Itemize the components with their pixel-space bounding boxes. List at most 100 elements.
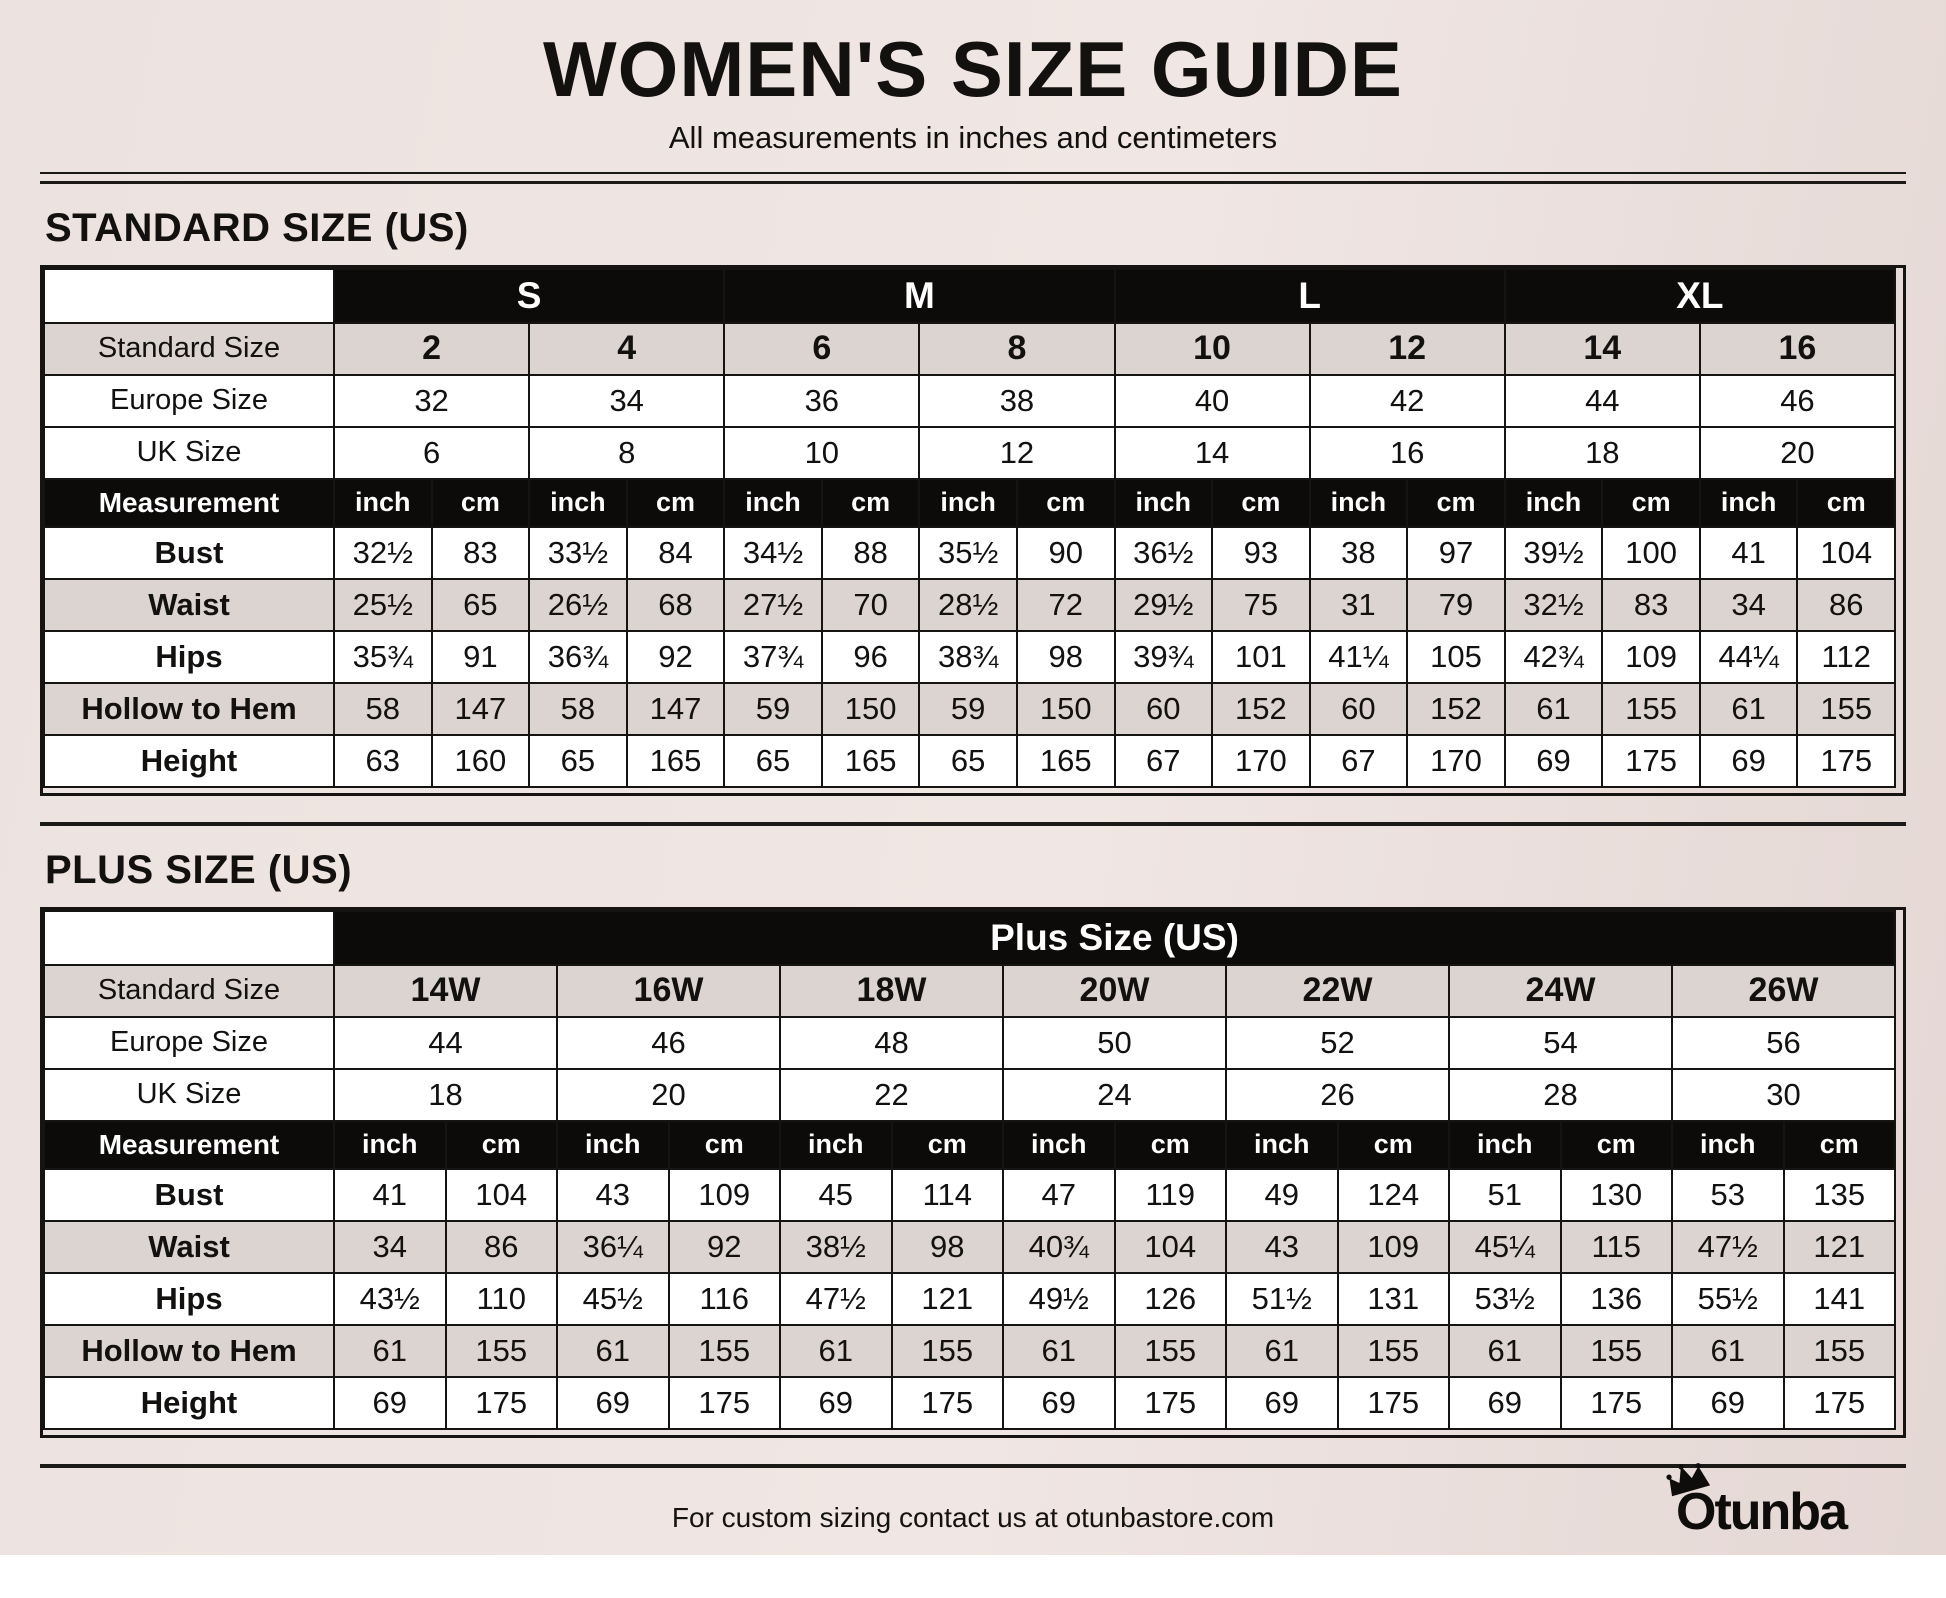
inch-unit-label: inch xyxy=(1448,1119,1562,1170)
inch-value-cell: 60 xyxy=(1113,681,1214,736)
size-value-cell: 4 xyxy=(528,321,726,376)
size-value-cell: 14 xyxy=(1503,321,1701,376)
inch-value-cell: 37¾ xyxy=(723,629,823,684)
measurement-row: Hollow to Hem 58 147 58 147 59 150 59 150 60 152 60… xyxy=(43,681,1896,736)
size-value-cell: 54 xyxy=(1448,1015,1673,1070)
footer-divider xyxy=(40,1463,1906,1468)
inch-value-cell: 35½ xyxy=(918,525,1018,580)
cm-value-cell: 175 xyxy=(1113,1375,1227,1430)
row-label: Europe Size xyxy=(43,373,335,428)
size-value-cell: 8 xyxy=(918,321,1116,376)
inch-value-cell: 61 xyxy=(1503,681,1604,736)
measurement-row: Height 69 175 69 175 69 175 69 175 69 175 69 175 69 17… xyxy=(43,1375,1896,1430)
cm-value-cell: 147 xyxy=(625,681,726,736)
size-value-cell: 44 xyxy=(1503,373,1701,428)
size-value-cell: 46 xyxy=(556,1015,781,1070)
size-value-cell: 20 xyxy=(1698,425,1897,480)
inch-value-cell: 26½ xyxy=(528,577,628,632)
inch-value-cell: 51 xyxy=(1448,1167,1562,1222)
cm-unit-label: cm xyxy=(625,477,726,528)
section-divider xyxy=(40,821,1906,826)
inch-value-cell: 65 xyxy=(918,733,1018,788)
cm-value-cell: 96 xyxy=(820,629,921,684)
size-value-cell: 18 xyxy=(333,1067,558,1122)
size-guide-page: WOMEN'S SIZE GUIDE All measurements in i… xyxy=(0,0,1946,1555)
cm-unit-label: cm xyxy=(444,1119,558,1170)
cm-value-cell: 155 xyxy=(890,1323,1004,1378)
measurement-row-label: Height xyxy=(43,733,335,788)
cm-value-cell: 155 xyxy=(667,1323,781,1378)
cm-value-cell: 100 xyxy=(1601,525,1701,580)
size-row: Standard Size 2 4 6 8 10 12 14 16 xyxy=(43,321,1897,376)
cm-value-cell: 92 xyxy=(625,629,726,684)
size-value-cell: 2 xyxy=(332,321,531,376)
cm-value-cell: 175 xyxy=(1601,733,1701,788)
size-value-cell: 24 xyxy=(1002,1067,1227,1122)
inch-value-cell: 29½ xyxy=(1113,577,1214,632)
size-value-cell: 38 xyxy=(918,373,1116,428)
inch-value-cell: 32½ xyxy=(333,525,433,580)
size-value-cell: 52 xyxy=(1225,1015,1450,1070)
inch-value-cell: 27½ xyxy=(723,577,823,632)
inch-value-cell: 61 xyxy=(1002,1323,1116,1378)
size-value-cell: 24W xyxy=(1448,963,1673,1018)
inch-value-cell: 69 xyxy=(333,1375,447,1430)
inch-value-cell: 58 xyxy=(528,681,628,736)
inch-value-cell: 61 xyxy=(1671,1323,1785,1378)
measurement-row-label: Waist xyxy=(43,1219,335,1274)
measurement-row: Bust 32½ 83 33½ 84 34½ 88 35½ 90 36½ 93 38 97 39½ 100 4… xyxy=(43,525,1896,580)
inch-value-cell: 34½ xyxy=(723,525,823,580)
cm-unit-label: cm xyxy=(1113,1119,1227,1170)
standard-size-heading: STANDARD SIZE (US) xyxy=(45,205,469,250)
cm-value-cell: 155 xyxy=(1796,681,1896,736)
inch-value-cell: 44¼ xyxy=(1698,629,1799,684)
cm-value-cell: 124 xyxy=(1336,1167,1450,1222)
cm-value-cell: 175 xyxy=(1796,733,1896,788)
cm-unit-label: cm xyxy=(667,1119,781,1170)
inch-value-cell: 41¼ xyxy=(1308,629,1409,684)
cm-value-cell: 165 xyxy=(625,733,726,788)
measurement-row: Hollow to Hem 61 155 61 155 61 155 61 155 61 155 61… xyxy=(43,1323,1896,1378)
measurement-header-label: Measurement xyxy=(43,1119,335,1170)
cm-value-cell: 170 xyxy=(1211,733,1311,788)
size-value-cell: 50 xyxy=(1002,1015,1227,1070)
row-label: Standard Size xyxy=(43,321,335,376)
cm-value-cell: 170 xyxy=(1406,733,1506,788)
cm-value-cell: 155 xyxy=(1113,1323,1227,1378)
inch-value-cell: 25½ xyxy=(333,577,433,632)
standard-size-table-frame: S M L XL Standard Size 2 4 6 8 10 12 14 16 Europe Siz… xyxy=(40,264,1906,796)
inch-value-cell: 65 xyxy=(723,733,823,788)
inch-value-cell: 45¼ xyxy=(1448,1219,1562,1274)
cm-value-cell: 155 xyxy=(1782,1323,1896,1378)
inch-unit-label: inch xyxy=(723,477,823,528)
cm-unit-label: cm xyxy=(1782,1119,1896,1170)
cm-value-cell: 90 xyxy=(1015,525,1116,580)
inch-value-cell: 65 xyxy=(528,733,628,788)
inch-value-cell: 35¾ xyxy=(333,629,433,684)
size-value-cell: 14W xyxy=(333,963,558,1018)
cm-value-cell: 104 xyxy=(1796,525,1896,580)
cm-value-cell: 93 xyxy=(1211,525,1311,580)
cm-unit-label: cm xyxy=(1015,477,1116,528)
inch-value-cell: 39½ xyxy=(1503,525,1604,580)
inch-value-cell: 51½ xyxy=(1225,1271,1339,1326)
inch-value-cell: 36½ xyxy=(1113,525,1214,580)
measurement-row-label: Hollow to Hem xyxy=(43,681,335,736)
size-value-cell: 22W xyxy=(1225,963,1450,1018)
size-value-cell: 46 xyxy=(1698,373,1897,428)
cm-value-cell: 84 xyxy=(625,525,726,580)
measurement-row: Bust 41 104 43 109 45 114 47 119 49 124 51 130 53 135 xyxy=(43,1167,1896,1222)
size-group-label: Plus Size (US) xyxy=(333,909,1896,966)
corner-cell xyxy=(43,909,335,966)
cm-value-cell: 130 xyxy=(1559,1167,1673,1222)
cm-unit-label: cm xyxy=(1336,1119,1450,1170)
inch-value-cell: 53 xyxy=(1671,1167,1785,1222)
size-value-cell: 12 xyxy=(918,425,1116,480)
cm-value-cell: 105 xyxy=(1406,629,1506,684)
inch-value-cell: 58 xyxy=(333,681,433,736)
measurement-header-row: Measurement inch cm inch cm inch cm inch cm inch c… xyxy=(43,477,1896,528)
cm-value-cell: 75 xyxy=(1211,577,1311,632)
size-row: Europe Size 32 34 36 38 40 42 44 46 xyxy=(43,373,1897,428)
inch-value-cell: 45 xyxy=(779,1167,893,1222)
cm-value-cell: 104 xyxy=(444,1167,558,1222)
